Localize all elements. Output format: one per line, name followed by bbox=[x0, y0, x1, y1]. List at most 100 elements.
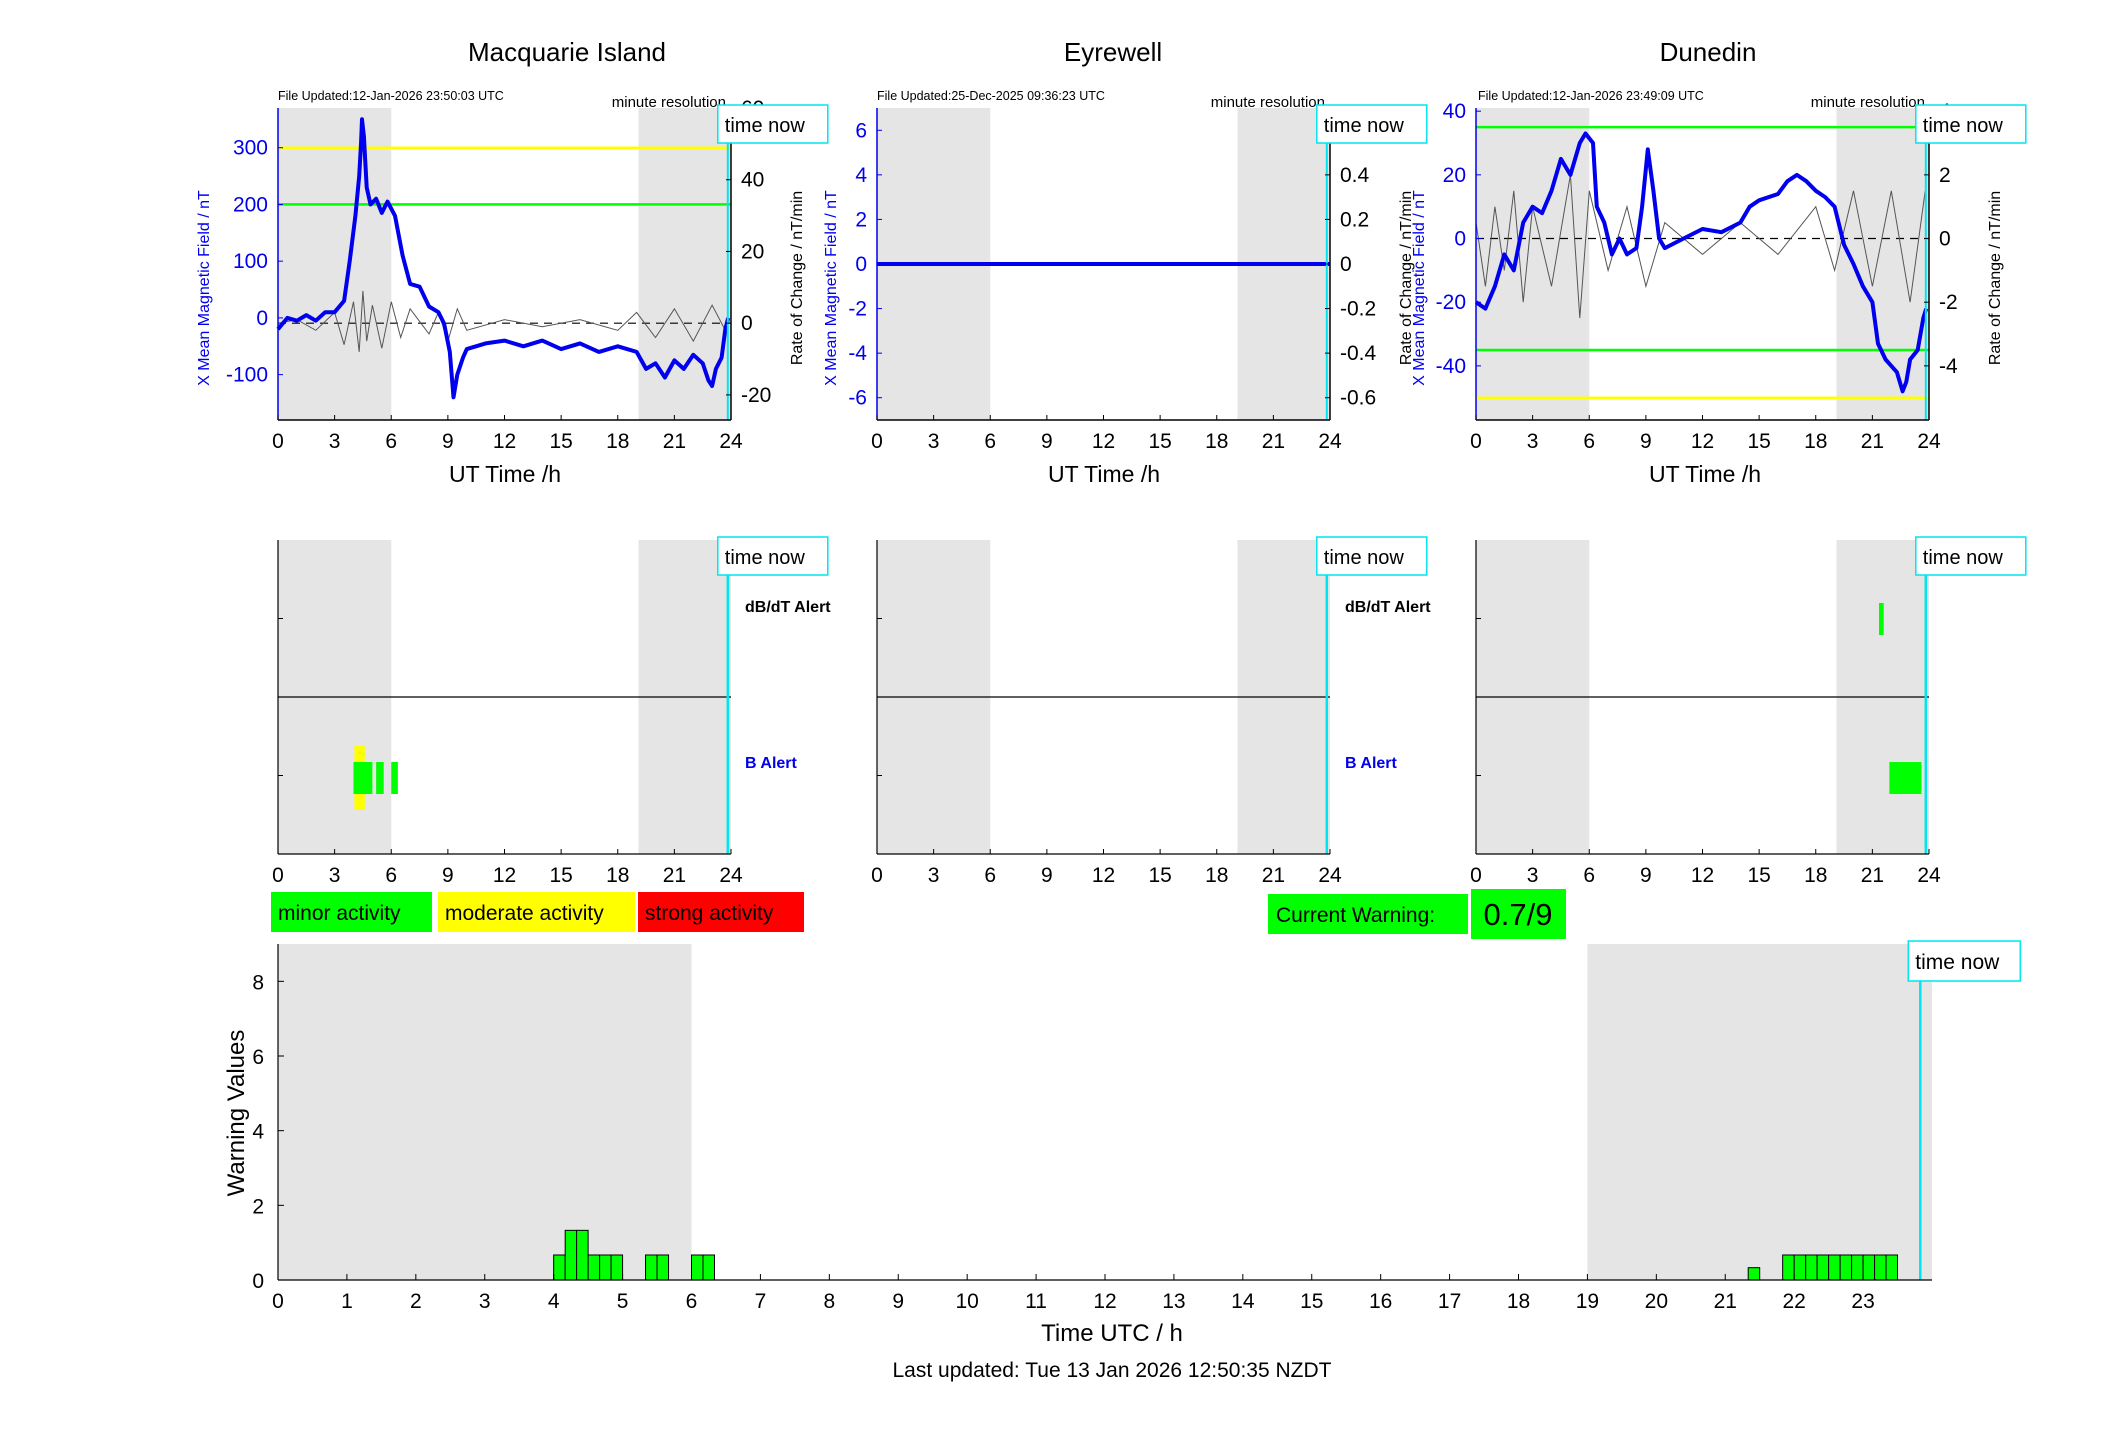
time-now-box bbox=[717, 536, 829, 576]
x-tick-label: 24 bbox=[1917, 864, 1941, 887]
current-warning-value-box bbox=[1471, 889, 1566, 939]
warning-bar-6 bbox=[645, 1254, 658, 1281]
y-left-tick-label: 0 bbox=[256, 307, 268, 330]
warning-bar-17 bbox=[1851, 1254, 1864, 1281]
y-left-tick-label: 2 bbox=[855, 208, 867, 231]
x-tick-label: 9 bbox=[442, 864, 454, 887]
y-right-tick-label: 20 bbox=[741, 240, 764, 263]
x-tick-label: 21 bbox=[1262, 864, 1285, 887]
x-tick-label: 12 bbox=[1691, 430, 1714, 453]
y-right-tick-label: 2 bbox=[1939, 164, 1951, 187]
time-now-box bbox=[1907, 940, 2022, 982]
x-tick-label: 18 bbox=[606, 430, 629, 453]
x-tick-label: 3 bbox=[928, 864, 940, 887]
y-left-tick-label: -20 bbox=[1436, 291, 1466, 314]
y-right-tick-label: 0 bbox=[1939, 228, 1951, 251]
current-warning-label: Current Warning: bbox=[1276, 904, 1435, 927]
y-right-tick-label: -0.2 bbox=[1340, 298, 1376, 321]
y-right-tick-label: -0.6 bbox=[1340, 387, 1376, 410]
time-now-box bbox=[1915, 104, 2027, 144]
b-alert-bar-0 bbox=[1889, 762, 1922, 794]
ylabel-right-eyrewell: Rate of Change / nT/min bbox=[1398, 191, 1415, 365]
resolution-macquarie: minute resolution bbox=[612, 94, 726, 111]
x-tick-label: 3 bbox=[329, 864, 341, 887]
warning-bar-14 bbox=[1816, 1254, 1830, 1281]
current-warning-value: 0.7/9 bbox=[1484, 897, 1553, 932]
y-right-tick-label: -0.4 bbox=[1340, 342, 1377, 365]
y-tick-label: 4 bbox=[252, 1121, 264, 1144]
legend-strong-label: strong activity bbox=[645, 902, 774, 925]
current-warning: Current Warning: 0.7/9 bbox=[1268, 889, 1566, 939]
x-tick-label: 0 bbox=[871, 864, 883, 887]
warning-bar-10 bbox=[1747, 1267, 1761, 1281]
x-tick-label: 15 bbox=[1148, 430, 1171, 453]
y-left-tick-label: 20 bbox=[1443, 164, 1466, 187]
warning-bar-1 bbox=[564, 1229, 578, 1281]
x-tick-label: 22 bbox=[1782, 1290, 1805, 1313]
warning-bar-8 bbox=[691, 1254, 704, 1281]
warning-values-chart: 0 1 2 3 4 5 6 7 8 9 10 11 12 13 14 15 16 17 18 19 20 21 22 2302… bbox=[252, 940, 2022, 1313]
x-tick-label: 24 bbox=[1318, 430, 1342, 453]
x-tick-label: 24 bbox=[1917, 430, 1941, 453]
warning-bar-3 bbox=[587, 1254, 601, 1281]
warning-bar-18 bbox=[1862, 1254, 1876, 1281]
x-tick-label: 15 bbox=[549, 430, 572, 453]
x-tick-label: 9 bbox=[1041, 430, 1053, 453]
ylabel-left-dunedin: X Mean Magnetic Field / nT bbox=[1411, 190, 1428, 386]
x-tick-label: 24 bbox=[719, 864, 743, 887]
time-now-box bbox=[1316, 104, 1428, 144]
warning-bar-4 bbox=[599, 1254, 612, 1281]
x-tick-label: 3 bbox=[1527, 430, 1539, 453]
current-warning-box bbox=[1268, 894, 1468, 934]
rate-of-change-series bbox=[1475, 174, 1926, 319]
y-right-tick-label: 40 bbox=[741, 169, 764, 192]
ylabel-right-macquarie: Rate of Change / nT/min bbox=[789, 191, 806, 365]
x-tick-label: 24 bbox=[1318, 864, 1342, 887]
rate-of-change-series bbox=[277, 290, 728, 352]
warning-bar-13 bbox=[1805, 1254, 1818, 1281]
x-tick-label: 3 bbox=[329, 430, 341, 453]
x-tick-label: 12 bbox=[1691, 864, 1714, 887]
x-tick-label: 3 bbox=[928, 430, 940, 453]
b-alert-label-eyrewell: B Alert bbox=[1345, 755, 1398, 772]
x-tick-label: 14 bbox=[1231, 1290, 1255, 1313]
y-left-tick-label: 6 bbox=[855, 119, 867, 142]
activity-legend: minor activity moderate activity strong … bbox=[271, 892, 804, 932]
x-tick-label: 9 bbox=[1640, 864, 1652, 887]
night-shade-0 bbox=[278, 108, 392, 420]
warning-bar-7 bbox=[656, 1254, 670, 1281]
time-now-box bbox=[1915, 536, 2027, 576]
y-right-tick-label: 0 bbox=[741, 312, 753, 335]
x-tick-label: 12 bbox=[1092, 864, 1115, 887]
x-tick-label: 21 bbox=[1262, 430, 1285, 453]
warning-bar-5 bbox=[610, 1254, 624, 1281]
y-right-tick-label: -2 bbox=[1939, 291, 1958, 314]
x-tick-label: 24 bbox=[719, 430, 743, 453]
y-right-tick-label: 0.2 bbox=[1340, 208, 1369, 231]
legend-strong-swatch bbox=[638, 892, 804, 932]
time-now-label: time now bbox=[725, 547, 806, 569]
x-tick-label: 18 bbox=[1205, 864, 1228, 887]
file-updated-dunedin: File Updated:12-Jan-2026 23:49:09 UTC bbox=[1478, 89, 1704, 103]
y-left-tick-label: 100 bbox=[233, 250, 268, 273]
time-now-label: time now bbox=[1923, 547, 2004, 569]
alert-chart-eyrewell: 0 3 6 9 12 15 18 21 24 time now bbox=[871, 536, 1428, 887]
x-tick-label: 11 bbox=[1025, 1290, 1047, 1313]
x-tick-label: 15 bbox=[1747, 864, 1770, 887]
station-title-dunedin: Dunedin bbox=[1660, 37, 1757, 67]
time-now-label: time now bbox=[1324, 115, 1405, 137]
night-shade-0 bbox=[1476, 108, 1590, 420]
x-tick-label: 6 bbox=[1583, 430, 1595, 453]
warning-bar-19 bbox=[1874, 1254, 1887, 1281]
x-tick-label: 0 bbox=[1470, 864, 1482, 887]
x-tick-label: 0 bbox=[871, 430, 883, 453]
legend-moderate-label: moderate activity bbox=[445, 902, 604, 925]
xlabel-eyrewell: UT Time /h bbox=[1048, 461, 1160, 487]
y-tick-label: 0 bbox=[252, 1270, 264, 1293]
x-tick-label: 4 bbox=[548, 1290, 560, 1313]
time-now-label: time now bbox=[1923, 115, 2004, 137]
x-tick-label: 0 bbox=[1470, 430, 1482, 453]
y-left-tick-label: 40 bbox=[1443, 100, 1466, 123]
x-tick-label: 9 bbox=[892, 1290, 904, 1313]
